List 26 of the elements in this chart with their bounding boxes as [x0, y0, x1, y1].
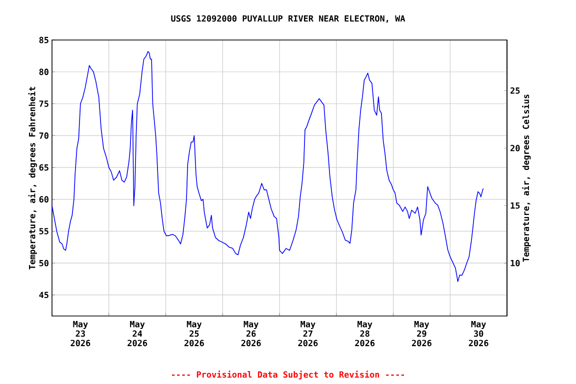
y-tick-label: 55: [39, 228, 48, 234]
x-tick-label: May 30 2026: [468, 321, 488, 346]
y-tick-label: 50: [39, 260, 48, 266]
y-tick-label: 85: [39, 36, 48, 44]
y2-tick-label: 15: [510, 202, 520, 209]
y2-tick-label: 10: [510, 260, 520, 266]
y-tick-label: 65: [39, 164, 48, 171]
y-axis-title: Temperature, air, degrees Fahrenheit: [28, 86, 37, 270]
text: ---- Provisional Data Subject to Revision ----: [172, 370, 404, 380]
x-tick-label: May 25 2026: [184, 321, 204, 346]
y-tick-label: 75: [39, 100, 48, 107]
y-tick-label: 80: [39, 68, 48, 76]
x-tick-label: May 29 2026: [412, 321, 432, 346]
y-tick-label: 60: [39, 196, 48, 203]
x-tick-label: May 27 2026: [298, 321, 318, 346]
x-tick-label: May 28 2026: [355, 321, 375, 346]
x-tick-label: May 24 2026: [128, 321, 148, 346]
y2-axis-title: Temperature, air, degrees Celsius: [522, 94, 531, 262]
y2-tick-label: 20: [510, 144, 520, 152]
y-tick-label: 70: [39, 132, 48, 139]
y2-tick-label: 25: [510, 87, 520, 94]
y-tick-label: 45: [39, 292, 48, 298]
chart-title: USGS 12092000 PUYALLUP RIVER NEAR ELECTRON, WA: [171, 15, 406, 23]
line-series: [52, 51, 484, 282]
x-tick-label: May 26 2026: [241, 321, 261, 346]
x-tick-label: May 23 2026: [70, 321, 90, 346]
